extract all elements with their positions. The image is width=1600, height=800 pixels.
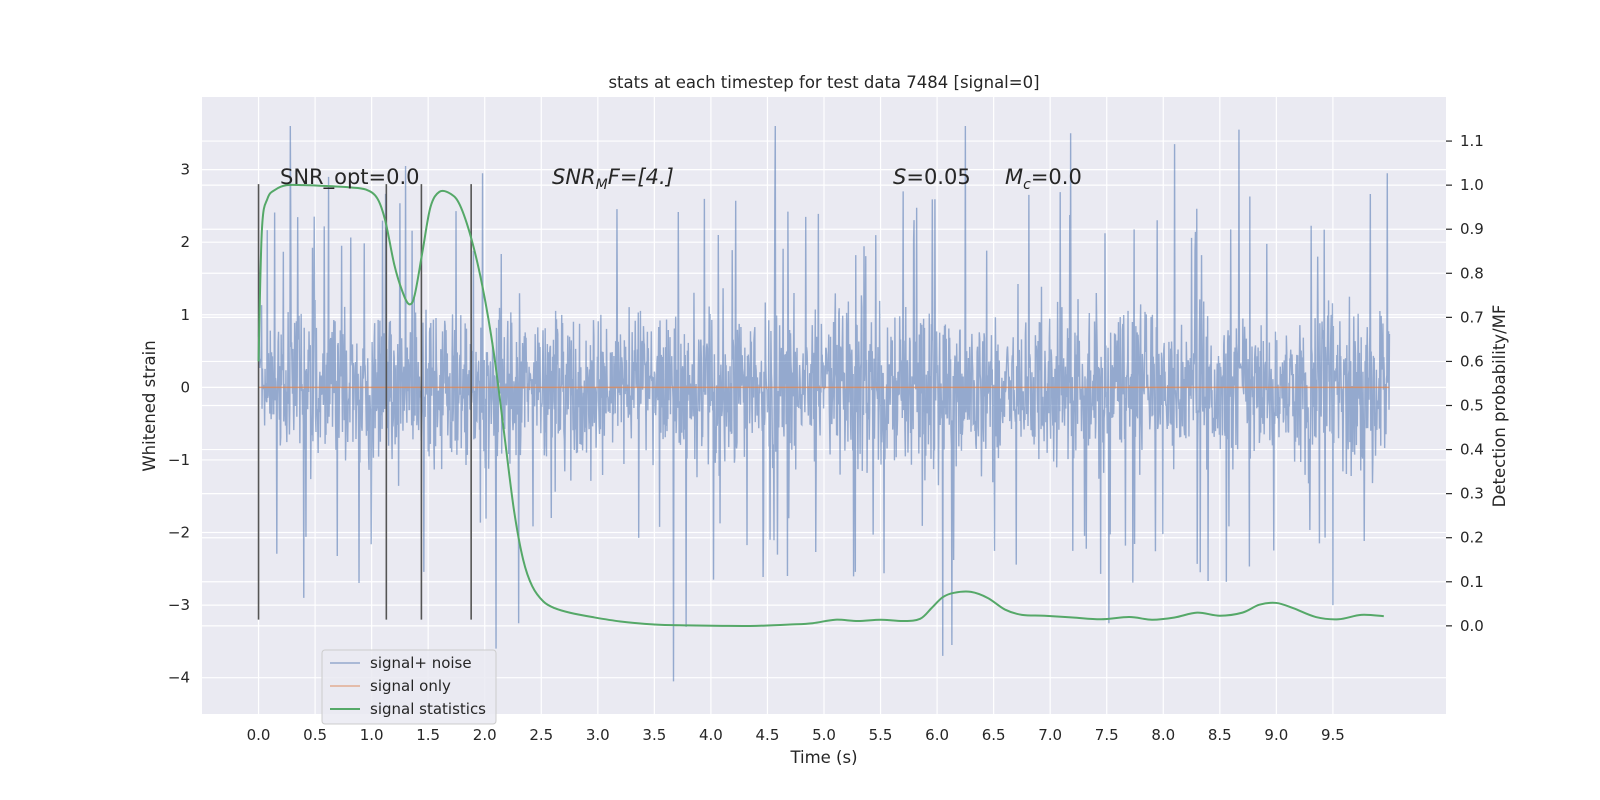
legend: signal+ noise signal only signal statist… (321, 649, 497, 725)
annotation-snr-mf-base: SNR (552, 165, 596, 189)
annotation-snr-opt: SNR_opt=0.0 (280, 165, 420, 190)
y-tick-label: −1 (168, 451, 190, 469)
chart-title: stats at each timestep for test data 748… (608, 73, 1039, 92)
x-tick-label: 4.5 (756, 726, 780, 744)
x-tick-labels: 0.0 0.5 1.0 1.5 2.0 2.5 3.0 3.5 4.0 4.5 5.0 5.5 6.0 6… (247, 726, 1345, 744)
y-tick-label: 3 (180, 161, 190, 179)
legend-label-signal-statistics: signal statistics (370, 700, 486, 718)
series-signal-noise (257, 126, 1391, 682)
annotation-s-label: S (893, 165, 906, 189)
x-tick-label: 5.0 (812, 726, 836, 744)
signal-noise-trace (257, 126, 1391, 682)
y2-tick-label: 0.3 (1460, 485, 1484, 503)
annotation-snr-mf-sub: M (596, 177, 608, 193)
annotation-mc-value: =0.0 (1031, 165, 1082, 189)
legend-label-signal-only: signal only (370, 677, 451, 695)
x-tick-label: 2.0 (473, 726, 497, 744)
x-tick-label: 0.0 (247, 726, 271, 744)
y2-tick-label: 0.6 (1460, 352, 1484, 370)
annotation-mc-sub: c (1023, 177, 1031, 193)
y-tick-label: −3 (168, 596, 190, 614)
legend-label-signal-noise: signal+ noise (370, 654, 472, 672)
y2-tick-label: 0.2 (1460, 529, 1484, 547)
x-axis-label: Time (s) (789, 748, 857, 767)
y2-tick-label: 1.0 (1460, 176, 1484, 194)
y2-tick-label: 0.8 (1460, 264, 1484, 282)
y-tick-labels: −4 −3 −2 −1 0 1 2 3 (168, 161, 190, 687)
x-tick-label: 4.0 (699, 726, 723, 744)
x-tick-label: 3.5 (642, 726, 666, 744)
x-tick-label: 7.5 (1095, 726, 1119, 744)
y-axis-label: Whitened strain (140, 340, 159, 471)
x-tick-label: 7.0 (1038, 726, 1062, 744)
annotation-s-value: =0.05 (906, 165, 970, 189)
y2-axis-label: Detection probability/MF (1490, 305, 1509, 508)
x-tick-label: 1.0 (360, 726, 384, 744)
x-tick-label: 0.5 (303, 726, 327, 744)
annotation-s: S=0.05 (893, 165, 971, 189)
y2-tick-label: 0.9 (1460, 220, 1484, 238)
annotation-snr-mf: SNRMF=[4.] (552, 165, 674, 193)
annotation-mc: Mc=0.0 (1005, 165, 1082, 193)
y-tick-label: 1 (180, 306, 190, 324)
annotation-snr-mf-rest: F=[4.] (608, 165, 674, 189)
x-tick-label: 9.0 (1264, 726, 1288, 744)
legend-frame (321, 649, 497, 725)
x-tick-label: 8.5 (1208, 726, 1232, 744)
x-tick-label: 6.0 (925, 726, 949, 744)
y2-tick-label: 0.0 (1460, 617, 1484, 635)
annotation-mc-base: M (1005, 165, 1023, 189)
signal-statistics-line (257, 183, 1384, 627)
x-tick-label: 9.5 (1321, 726, 1345, 744)
series-signal-statistics (257, 183, 1384, 627)
y-tick-label: 2 (180, 233, 190, 251)
y2-tick-labels: 0.0 0.1 0.2 0.3 0.4 0.5 0.6 0.7 0.8 0.9 1.0 1.1 (1446, 132, 1484, 635)
x-tick-label: 6.5 (982, 726, 1006, 744)
y2-tick-label: 0.7 (1460, 308, 1484, 326)
y2-tick-label: 0.4 (1460, 441, 1484, 459)
y-tick-label: −2 (168, 524, 190, 542)
y-tick-label: 0 (180, 378, 190, 396)
y2-tick-label: 1.1 (1460, 132, 1484, 150)
x-tick-label: 3.0 (586, 726, 610, 744)
y2-tick-label: 0.1 (1460, 573, 1484, 591)
x-tick-label: 2.5 (529, 726, 553, 744)
x-tick-label: 1.5 (416, 726, 440, 744)
y2-tick-label: 0.5 (1460, 397, 1484, 415)
y-tick-label: −4 (168, 669, 190, 687)
x-tick-label: 8.0 (1151, 726, 1175, 744)
x-tick-label: 5.5 (869, 726, 893, 744)
